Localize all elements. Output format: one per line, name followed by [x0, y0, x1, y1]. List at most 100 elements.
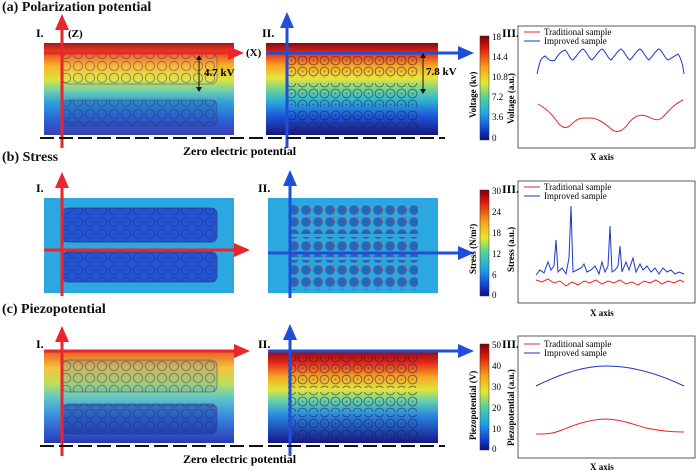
z-arrow-head: [55, 14, 69, 30]
filler-particles-top: [288, 356, 418, 388]
colorbar-title: Stress (N/m²): [468, 224, 478, 274]
legend-improved: Improved sample: [544, 191, 607, 201]
x-arrow-head: [234, 243, 250, 257]
panel-a-label-III: III.: [502, 26, 519, 40]
fiber-top-pattern: [62, 208, 217, 242]
panel-c-image-I: I.: [36, 326, 250, 456]
chart-frame: [517, 25, 696, 149]
filler-particles-bottom: [288, 414, 418, 440]
colorbar-tick: 40: [492, 361, 502, 371]
filler-particles-top: [286, 52, 418, 78]
fiber-bottom-pattern: [62, 100, 217, 126]
chart-ylabel: Voltage (a.u.): [506, 73, 516, 124]
chart-xlabel: X axis: [590, 462, 614, 472]
series-improved: [536, 48, 685, 75]
panel-c-label-II: II.: [258, 337, 270, 351]
panel-a-label-II: II.: [262, 26, 274, 40]
panel-b-image-II: II.: [258, 170, 474, 298]
panel-a-title: (a) Polarization potential: [2, 0, 151, 15]
panel-a-chart: III. Voltage (a.u.) X axis Traditional s…: [502, 25, 696, 162]
chart-ylabel: Piezopotential (a.u.): [506, 369, 516, 446]
colorbar-tick: 20: [492, 403, 502, 413]
z-arrow-head: [283, 324, 297, 340]
panel-c-image-II: II.: [258, 324, 474, 456]
colorbar-tick: 14.4: [492, 52, 508, 62]
chart-ylabel: Stress (a.u.): [506, 227, 516, 272]
legend-traditional: Traditional sample: [544, 182, 611, 192]
series-improved: [535, 205, 685, 276]
legend-improved: Improved sample: [544, 36, 607, 46]
z-arrow-head: [280, 12, 294, 28]
panel-b-title: (b) Stress: [2, 150, 59, 165]
filler-particles-bottom: [286, 110, 418, 132]
colorbar-tick: 30: [492, 186, 502, 196]
colorbar-tick: 10.8: [492, 72, 508, 82]
colorbar-tick: 0: [492, 444, 497, 454]
panel-c-label-III: III.: [502, 337, 519, 351]
ground-label: Zero electric potential: [183, 144, 297, 158]
legend-traditional: Traditional sample: [544, 339, 611, 349]
chart-xlabel: X axis: [590, 152, 614, 162]
axis-z-label: (Z): [68, 28, 83, 40]
series-traditional: [535, 278, 685, 287]
colorbar-c: 50 40 30 20 10 0 Piezopotential (V): [468, 340, 502, 454]
colorbar-tick: 18: [492, 228, 502, 238]
panel-c-label-I: I.: [36, 337, 44, 351]
fiber-top-pattern: [62, 360, 217, 392]
fiber-bottom-pattern: [62, 252, 217, 282]
panel-a-image-II: II. 7.8 kV: [262, 12, 474, 148]
dimension-label-I: 4.7 kV: [204, 67, 235, 79]
colorbar-tick: 7.2: [492, 92, 503, 102]
colorbar-tick: 18: [492, 32, 502, 42]
legend-improved: Improved sample: [544, 348, 607, 358]
panel-a-image-I: I. (Z) (X) 4.7 kV: [36, 14, 262, 148]
ground-line-c: Zero electric potential: [40, 445, 445, 466]
series-improved: [535, 365, 685, 387]
x-arrow-head: [458, 46, 474, 60]
fiber-top-pattern: [62, 54, 217, 84]
series-traditional: [537, 99, 684, 132]
chart-frame: [517, 335, 696, 459]
colorbar-a: 18 14.4 10.8 7.2 3.6 0 Voltage (kv): [468, 32, 508, 143]
panel-c-chart: III. Piezopotential (a.u.) X axis Tradit…: [502, 335, 696, 472]
panel-b-chart: III. Stress (a.u.) X axis Traditional sa…: [502, 180, 696, 318]
z-arrow-head: [55, 326, 69, 342]
colorbar-tick: 0: [492, 290, 497, 300]
filler-particles-bottom: [288, 260, 418, 290]
panel-b-label-II: II.: [258, 181, 270, 195]
x-arrow-head: [228, 46, 244, 60]
fiber-bottom-pattern: [62, 404, 217, 434]
panel-c-title: (c) Piezopotential: [2, 302, 106, 317]
ground-label: Zero electric potential: [183, 452, 297, 466]
colorbar-title: Piezopotential (V): [468, 371, 478, 440]
axis-x-label: (X): [246, 47, 262, 59]
panel-b-label-I: I.: [36, 181, 44, 195]
filler-particles-top: [288, 204, 418, 234]
chart-xlabel: X axis: [590, 308, 614, 318]
filler-particles-middle: [288, 392, 418, 412]
x-arrow-head: [234, 344, 250, 358]
z-arrow-head: [283, 170, 297, 186]
ground-line-a: Zero electric potential: [40, 137, 445, 158]
colorbar-tick: 0: [492, 133, 497, 143]
x-arrow-head: [458, 246, 474, 260]
colorbar-tick: 10: [492, 424, 502, 434]
x-arrow-head: [458, 344, 474, 358]
colorbar-tick: 30: [492, 382, 502, 392]
panel-b-label-III: III.: [502, 182, 519, 196]
filler-particles-middle: [286, 83, 418, 107]
colorbar-b: 30 24 18 12 6 0 Stress (N/m²): [468, 186, 502, 300]
colorbar-title: Voltage (kv): [468, 72, 478, 118]
colorbar-tick: 3.6: [492, 112, 504, 122]
colorbar-tick: 6: [492, 270, 497, 280]
panel-b-image-I: I.: [36, 172, 250, 296]
panel-a-label-I: I.: [36, 26, 44, 40]
colorbar-tick: 50: [492, 340, 502, 350]
colorbar-tick: 24: [492, 207, 502, 217]
legend-traditional: Traditional sample: [544, 27, 611, 37]
dimension-label-II: 7.8 kV: [426, 66, 457, 78]
colorbar-tick: 12: [492, 249, 501, 259]
z-arrow-head: [55, 172, 69, 188]
